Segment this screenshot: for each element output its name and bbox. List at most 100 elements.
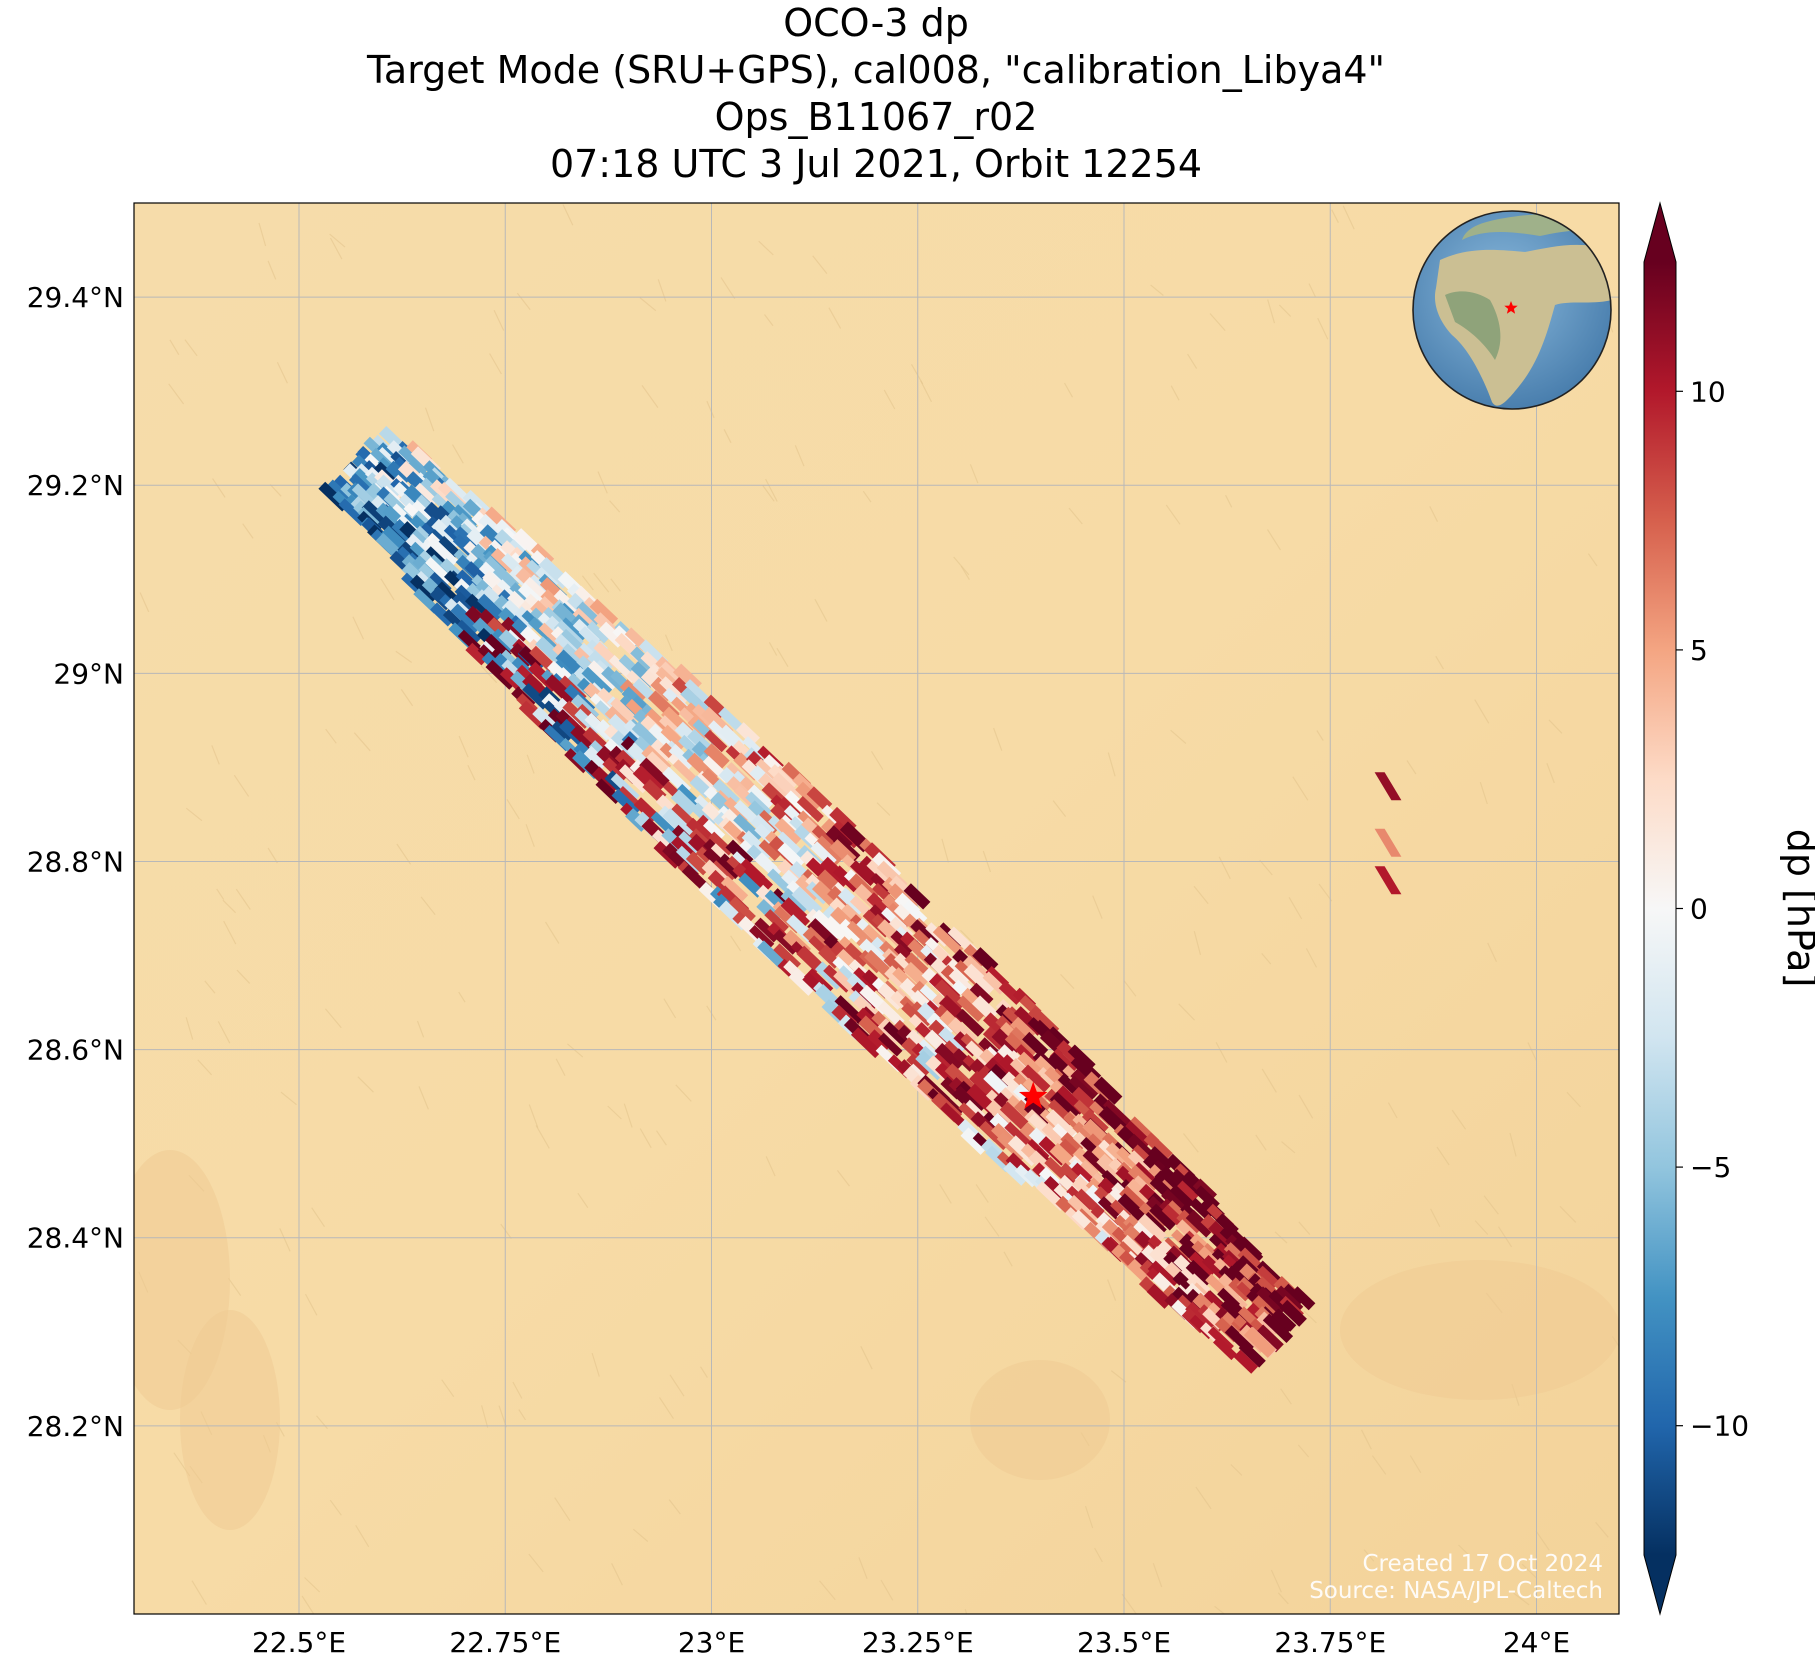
dune-streak [1303,1310,1317,1324]
dp-sounding [610,697,639,725]
colorbar-label: dp [hPa] [1779,829,1815,988]
dune-streak [1360,1429,1372,1450]
dune-streak [535,1125,550,1149]
dp-sounding [991,1028,1021,1057]
dp-sounding [890,930,915,955]
dp-sounding [878,1032,903,1057]
dune-streak [1527,1042,1537,1061]
dp-sounding [806,786,833,812]
globe-outline [1412,210,1612,410]
dune-streak [528,1553,544,1573]
dune-streak [1316,730,1324,741]
dune-streak [669,1374,685,1397]
dp-sounding [696,770,720,794]
dune-streak [964,1609,968,1614]
dune-streak [267,847,278,864]
dune-streak [562,204,574,226]
west-africa-vegetation [1445,291,1501,360]
dune-streak [764,314,774,327]
dp-sounding [723,796,751,824]
latitude-tick-label: 28.8°N [27,845,124,878]
dune-streak [706,400,715,419]
dune-streak [1387,1102,1398,1119]
dp-sounding [648,723,674,749]
dune-streak [1277,1592,1289,1605]
dp-sounding [735,722,760,746]
dp-sounding [985,1145,1013,1173]
dp-sounding [670,789,698,816]
dune-streak [493,309,505,331]
dp-sounding [1147,1146,1174,1172]
dune-streak [1220,1613,1223,1614]
longitude-tick-labels: 22.5°E 22.75°E 23°E 23.25°E 23.5°E 23.75°E 24°… [252,1626,1570,1659]
dune-streak [353,732,371,752]
dp-sounding [351,468,376,492]
dune-streak [185,1017,194,1040]
dp-sounding [549,720,574,744]
colorbar-tick-label: 5 [1690,634,1708,667]
dp-sounding [631,721,660,749]
dune-streak [204,980,216,994]
dune-streak [304,1293,318,1316]
dp-sounding [642,779,667,803]
dp-sounding [409,500,436,526]
dune-streak [506,798,520,820]
dp-sounding [741,830,773,861]
dp-sounding [1169,1184,1195,1209]
dp-sounding [877,1001,905,1028]
dune-streak [880,1579,894,1601]
title-line-1: OCO-3 dp [783,1,969,45]
dune-streak [424,407,435,432]
dp-sounding [662,808,695,840]
dune-streak [663,998,677,1019]
dune-streak [656,1130,667,1146]
dune-streak [1409,1455,1422,1474]
dune-streak [1092,895,1103,919]
dp-sounding [1045,1109,1077,1140]
dp-sounding [960,1127,989,1155]
globe-inset [1412,210,1612,410]
africa-europe-landmass [1435,244,1611,406]
dune-streak [1483,1195,1499,1215]
colorbar: −10 −5 0 5 10 dp [hPa] [1643,201,1815,1616]
dune-streak [352,616,365,640]
dune-streak [597,471,608,494]
dp-sounding [1003,1161,1028,1186]
dp-sounding [1290,1286,1316,1311]
dune-streak [1595,1521,1609,1538]
dp-sounding [796,796,824,823]
dp-sounding [522,683,550,710]
dune-streak [267,260,277,280]
dune-streak [211,745,220,765]
dp-sounding [376,474,402,500]
dune-streak [1214,1605,1226,1614]
dune-streak [632,1528,649,1542]
dune-streak [1587,553,1598,567]
dune-streak [1215,1042,1228,1063]
dp-sounding [903,883,931,910]
dp-sounding [445,490,474,519]
dune-streak [1278,304,1292,317]
dune-streak [1052,800,1067,817]
credit-source: Source: NASA/JPL-Caltech [1309,1578,1603,1604]
dune-streak [1566,1091,1581,1108]
dune-streak [184,339,198,357]
dune-streak [1292,776,1309,801]
dp-sounding [686,817,716,847]
title-line-4: 07:18 UTC 3 Jul 2021, Orbit 12254 [549,142,1203,186]
dp-sounding [1021,1064,1051,1094]
dune-patch [180,1310,280,1530]
latitude-tick-label: 28.6°N [27,1034,124,1067]
dune-streak [223,920,237,945]
dune-streak [1308,283,1317,298]
dp-sounding [1233,1349,1259,1374]
dune-streak [227,1277,242,1296]
dp-sounding [639,757,670,788]
dune-streak [828,307,842,329]
dp-sounding [870,873,894,896]
dp-sounding [720,875,749,903]
dp-sounding [1125,1178,1156,1209]
dune-streak [168,383,185,405]
dp-sounding [1188,1251,1216,1279]
